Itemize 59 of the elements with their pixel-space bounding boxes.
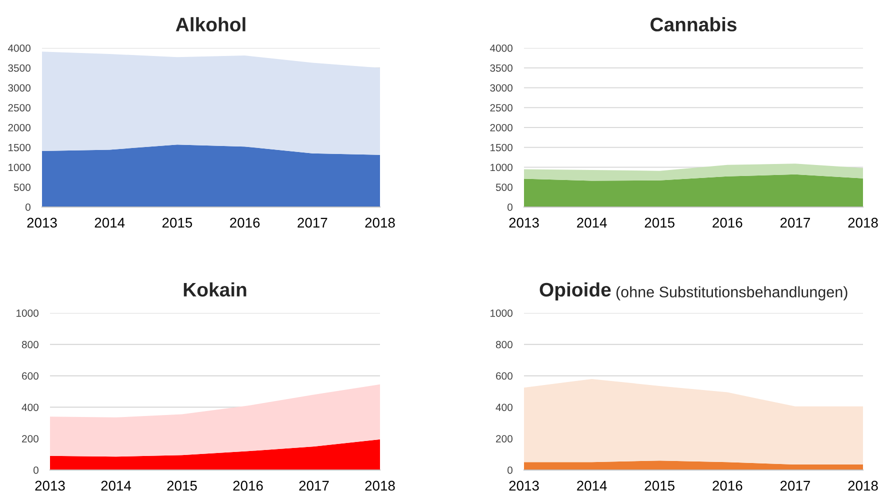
chart-title: Kokain: [184, 282, 246, 297]
y-tick-label: 2500: [8, 104, 30, 112]
chart-title: Opioide: [540, 282, 611, 300]
y-tick-label: 4000: [490, 44, 512, 52]
y-tick-label: 4000: [8, 44, 30, 52]
y-tick-label: 2000: [8, 124, 30, 132]
x-tick-label: 2016: [712, 218, 742, 228]
x-tick-label: 2016: [712, 480, 742, 491]
y-tick-label: 3000: [8, 84, 30, 92]
y-tick-label: 3000: [490, 84, 512, 92]
y-tick-label: 400: [22, 404, 38, 412]
y-tick-label: 400: [496, 404, 512, 412]
y-tick-label: 500: [14, 184, 30, 191]
y-tick-label: 200: [22, 435, 38, 442]
y-tick-label: 3500: [490, 64, 512, 72]
y-tick-label: 200: [496, 435, 512, 442]
x-tick-label: 2015: [644, 480, 674, 491]
y-tick-label: 800: [496, 340, 512, 348]
x-tick-label: 2013: [509, 480, 539, 491]
x-tick-label: 2013: [27, 218, 57, 228]
y-tick-label: 800: [22, 340, 38, 348]
y-tick-label: 1000: [16, 310, 38, 317]
chart-subtitle: (ohne Substitutionsbehandlungen): [616, 286, 848, 300]
y-tick-label: 2500: [490, 104, 512, 112]
y-tick-label: 600: [496, 372, 512, 380]
x-tick-label: 2013: [35, 480, 65, 491]
x-tick-label: 2017: [780, 480, 810, 491]
y-tick-label: 1000: [8, 164, 30, 172]
x-tick-label: 2014: [577, 480, 607, 491]
x-tick-label: 2017: [299, 480, 329, 491]
y-tick-label: 600: [22, 372, 38, 380]
chart-title: Cannabis: [650, 17, 736, 32]
x-tick-label: 2016: [233, 480, 263, 491]
y-tick-label: 1000: [490, 310, 512, 317]
x-tick-label: 2014: [101, 480, 132, 491]
chart-title: Alkohol: [176, 17, 246, 32]
y-tick-label: 1500: [8, 144, 30, 152]
x-tick-label: 2015: [167, 480, 197, 491]
x-tick-label: 2015: [644, 218, 674, 228]
x-tick-label: 2013: [509, 218, 539, 228]
x-tick-label: 2017: [298, 218, 328, 228]
y-tick-label: 0: [508, 204, 512, 211]
x-tick-label: 2017: [780, 218, 810, 228]
y-tick-label: 2000: [490, 124, 512, 132]
y-tick-label: 3500: [8, 64, 30, 72]
y-tick-label: 500: [496, 184, 512, 191]
x-tick-label: 2016: [230, 218, 260, 228]
x-tick-label: 2018: [848, 480, 878, 491]
y-tick-label: 1500: [490, 144, 512, 152]
x-tick-label: 2018: [365, 480, 395, 491]
x-tick-label: 2018: [365, 218, 395, 228]
y-tick-label: 0: [508, 466, 512, 474]
x-tick-label: 2014: [577, 218, 607, 228]
y-tick-label: 0: [26, 204, 30, 211]
x-tick-label: 2014: [94, 218, 125, 228]
x-tick-label: 2015: [162, 218, 192, 228]
y-tick-label: 0: [34, 466, 38, 474]
y-tick-label: 1000: [490, 164, 512, 172]
x-tick-label: 2018: [848, 218, 878, 228]
